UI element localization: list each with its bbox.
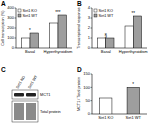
tick-label: 100 <box>7 35 14 40</box>
tick-label: 200 <box>7 25 14 30</box>
tick-label: 300 <box>7 15 14 20</box>
panel-title: A <box>1 0 6 7</box>
tick-label: 50 <box>86 98 91 103</box>
panel-title: B <box>77 0 82 7</box>
row-label: MCT1 <box>40 93 50 97</box>
bar <box>50 23 58 48</box>
category-label: Basal <box>101 49 111 54</box>
category-label: Hyperthyroidism <box>119 49 149 54</box>
tick-label: 400 <box>7 5 14 10</box>
tick-label: 4 <box>88 5 91 10</box>
annotation: *** <box>55 10 61 15</box>
bar <box>100 98 112 114</box>
tick-label: 0 <box>12 45 15 50</box>
blot-frame <box>12 90 38 99</box>
category-label: Basal <box>25 49 35 54</box>
tick-label: 0 <box>88 111 91 116</box>
category-label: Sirt1 WT <box>125 115 141 120</box>
bar <box>127 87 139 114</box>
bar <box>30 33 38 48</box>
legend-swatch <box>18 9 21 12</box>
tick-label: 2 <box>88 25 91 30</box>
annotation: * <box>29 28 31 33</box>
plot-area <box>22 15 67 48</box>
tick-label: 3 <box>88 15 91 20</box>
tick-label: 1 <box>88 35 91 40</box>
legend-swatch <box>18 14 21 17</box>
blot-frame <box>12 101 38 122</box>
band <box>14 93 24 97</box>
annotation: * <box>132 82 134 87</box>
panel-title: C <box>1 66 6 73</box>
legend-label: Sirt1 KO <box>99 9 113 13</box>
y-axis-label: Cell transcription (%) <box>1 10 5 46</box>
plot-area <box>98 16 142 48</box>
bar <box>133 16 141 48</box>
bar <box>22 38 30 48</box>
tick-label: 150 <box>83 71 90 76</box>
bar <box>106 38 114 48</box>
y-axis <box>16 8 17 48</box>
annotation: ** <box>131 11 135 16</box>
category-label: Sirt1 KO <box>98 115 113 120</box>
y-axis-label: Transcriptional response <box>77 7 81 48</box>
panel-title: D <box>77 66 82 73</box>
legend-swatch <box>94 9 97 12</box>
y-axis-label: MCT1 / Total protein <box>77 77 81 111</box>
legend-swatch <box>94 14 97 17</box>
legend-label: Sirt1 WT <box>23 14 38 18</box>
tick-label: 100 <box>83 85 90 90</box>
bar <box>125 26 133 48</box>
total-protein-lane <box>26 103 36 120</box>
legend-label: Sirt1 KO <box>23 9 37 13</box>
y-axis <box>92 74 93 114</box>
figure: ACell transcription (%)0100200300400Sirt… <box>0 0 150 128</box>
bar <box>98 38 106 48</box>
legend-label: Sirt1 WT <box>99 14 114 18</box>
lane-label: Sirt1 KO <box>15 75 26 89</box>
category-label: Hyperthyroidism <box>44 49 74 54</box>
bar <box>58 15 66 48</box>
total-protein-lane <box>14 103 24 120</box>
tick-label: 0 <box>88 45 91 50</box>
lane-label: Sirt1 WT <box>27 74 38 89</box>
plot-area <box>100 87 140 114</box>
y-axis <box>92 8 93 48</box>
annotation: § <box>104 33 107 38</box>
row-label: Total protein <box>40 110 61 114</box>
band <box>26 93 36 97</box>
